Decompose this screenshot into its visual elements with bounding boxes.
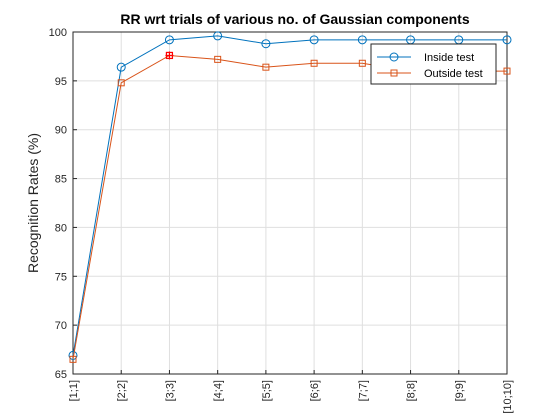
data-point <box>116 62 126 72</box>
data-point <box>261 39 271 49</box>
data-point <box>213 31 223 41</box>
data-point <box>164 35 174 45</box>
data-point <box>502 35 512 45</box>
x-tick-label: [6;6] <box>309 380 321 401</box>
series-line <box>72 35 507 356</box>
x-tick-label: [2;2] <box>116 380 128 401</box>
legend-items: Inside test Outside test <box>377 52 483 80</box>
legend-item-2: Outside test <box>377 68 483 80</box>
y-axis-title: Recognition Rates (%) <box>25 133 41 273</box>
data-point <box>358 59 366 67</box>
x-tick-label: [7;7] <box>357 380 369 401</box>
y-tick-label: 80 <box>55 222 67 234</box>
y-tick-label: 65 <box>55 369 67 381</box>
x-tick-label: [10;10] <box>502 380 514 414</box>
legend: Inside test Outside test <box>370 43 497 85</box>
data-point <box>117 79 125 87</box>
x-axis: [1;1] [2;2] [3;3] [4;4] [5;5] [6;6] [7;7] [8;8]… <box>68 370 514 414</box>
legend-box <box>370 43 497 85</box>
y-tick-label: 100 <box>49 27 67 39</box>
x-tick-label: [5;5] <box>261 380 273 401</box>
legend-item-1: Inside test <box>377 52 474 64</box>
x-tick-label: [4;4] <box>213 380 225 401</box>
data-point <box>214 55 222 63</box>
legend-label: Outside test <box>424 68 483 80</box>
y-tick-label: 75 <box>55 271 67 283</box>
data-point <box>68 350 78 360</box>
x-tick-label: [8;8] <box>406 380 418 401</box>
y-tick-label: 95 <box>55 76 67 88</box>
y-tick-label: 70 <box>55 320 67 332</box>
y-axis: 65 70 75 80 85 90 95 100 <box>49 27 77 381</box>
x-tick-label: [9;9] <box>454 380 466 401</box>
data-point <box>310 59 318 67</box>
data-point <box>357 35 367 45</box>
grid <box>73 32 507 374</box>
y-tick-label: 90 <box>55 125 67 137</box>
x-tick-label: [3;3] <box>164 380 176 401</box>
y-tick-label: 85 <box>55 174 67 186</box>
highlight-marker <box>165 51 174 60</box>
x-tick-label: [1;1] <box>68 380 80 401</box>
legend-marker <box>390 69 398 77</box>
legend-marker <box>389 52 399 62</box>
data-point <box>262 63 270 71</box>
data-point <box>503 67 511 75</box>
data-point <box>309 35 319 45</box>
plot-frame <box>72 31 508 375</box>
plot-area <box>73 32 507 374</box>
data-point <box>69 355 77 363</box>
chart-title: RR wrt trials of various no. of Gaussian… <box>120 11 469 27</box>
legend-label: Inside test <box>424 52 474 64</box>
